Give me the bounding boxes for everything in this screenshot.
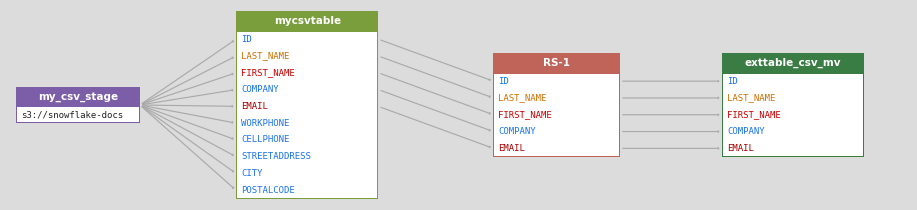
Text: ID: ID	[727, 77, 738, 86]
Polygon shape	[237, 11, 379, 199]
Text: RS-1: RS-1	[543, 58, 570, 68]
Polygon shape	[494, 74, 619, 156]
Polygon shape	[17, 107, 139, 122]
Polygon shape	[723, 53, 865, 73]
Text: ID: ID	[241, 35, 252, 44]
Text: FIRST_NAME: FIRST_NAME	[498, 110, 552, 119]
Polygon shape	[237, 11, 379, 31]
Text: CITY: CITY	[241, 169, 262, 178]
Text: CELLPHONE: CELLPHONE	[241, 135, 290, 144]
Text: mycsvtable: mycsvtable	[273, 16, 341, 26]
Polygon shape	[723, 53, 865, 157]
Text: LAST_NAME: LAST_NAME	[241, 51, 290, 60]
Text: ID: ID	[498, 77, 509, 86]
Polygon shape	[17, 87, 139, 106]
Text: EMAIL: EMAIL	[727, 144, 754, 153]
Text: FIRST_NAME: FIRST_NAME	[727, 110, 781, 119]
Text: WORKPHONE: WORKPHONE	[241, 119, 290, 128]
Text: exttable_csv_mv: exttable_csv_mv	[745, 58, 842, 68]
Text: COMPANY: COMPANY	[727, 127, 765, 136]
Text: my_csv_stage: my_csv_stage	[38, 92, 118, 102]
Text: LAST_NAME: LAST_NAME	[498, 93, 547, 102]
Polygon shape	[723, 74, 864, 156]
Text: COMPANY: COMPANY	[498, 127, 536, 136]
Text: COMPANY: COMPANY	[241, 85, 279, 94]
Polygon shape	[493, 53, 620, 157]
Polygon shape	[237, 32, 378, 198]
Text: EMAIL: EMAIL	[498, 144, 525, 153]
Text: FIRST_NAME: FIRST_NAME	[241, 68, 295, 77]
Polygon shape	[17, 87, 139, 123]
Text: POSTALCODE: POSTALCODE	[241, 186, 295, 195]
Text: s3://snowflake-docs: s3://snowflake-docs	[21, 110, 123, 119]
Text: STREETADDRESS: STREETADDRESS	[241, 152, 311, 161]
Text: LAST_NAME: LAST_NAME	[727, 93, 776, 102]
Polygon shape	[493, 53, 620, 73]
Text: EMAIL: EMAIL	[241, 102, 268, 111]
